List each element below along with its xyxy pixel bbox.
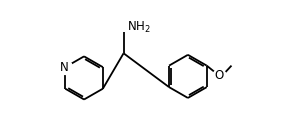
Text: NH$_2$: NH$_2$ xyxy=(127,20,151,35)
Text: O: O xyxy=(215,69,224,82)
Text: N: N xyxy=(60,61,69,74)
